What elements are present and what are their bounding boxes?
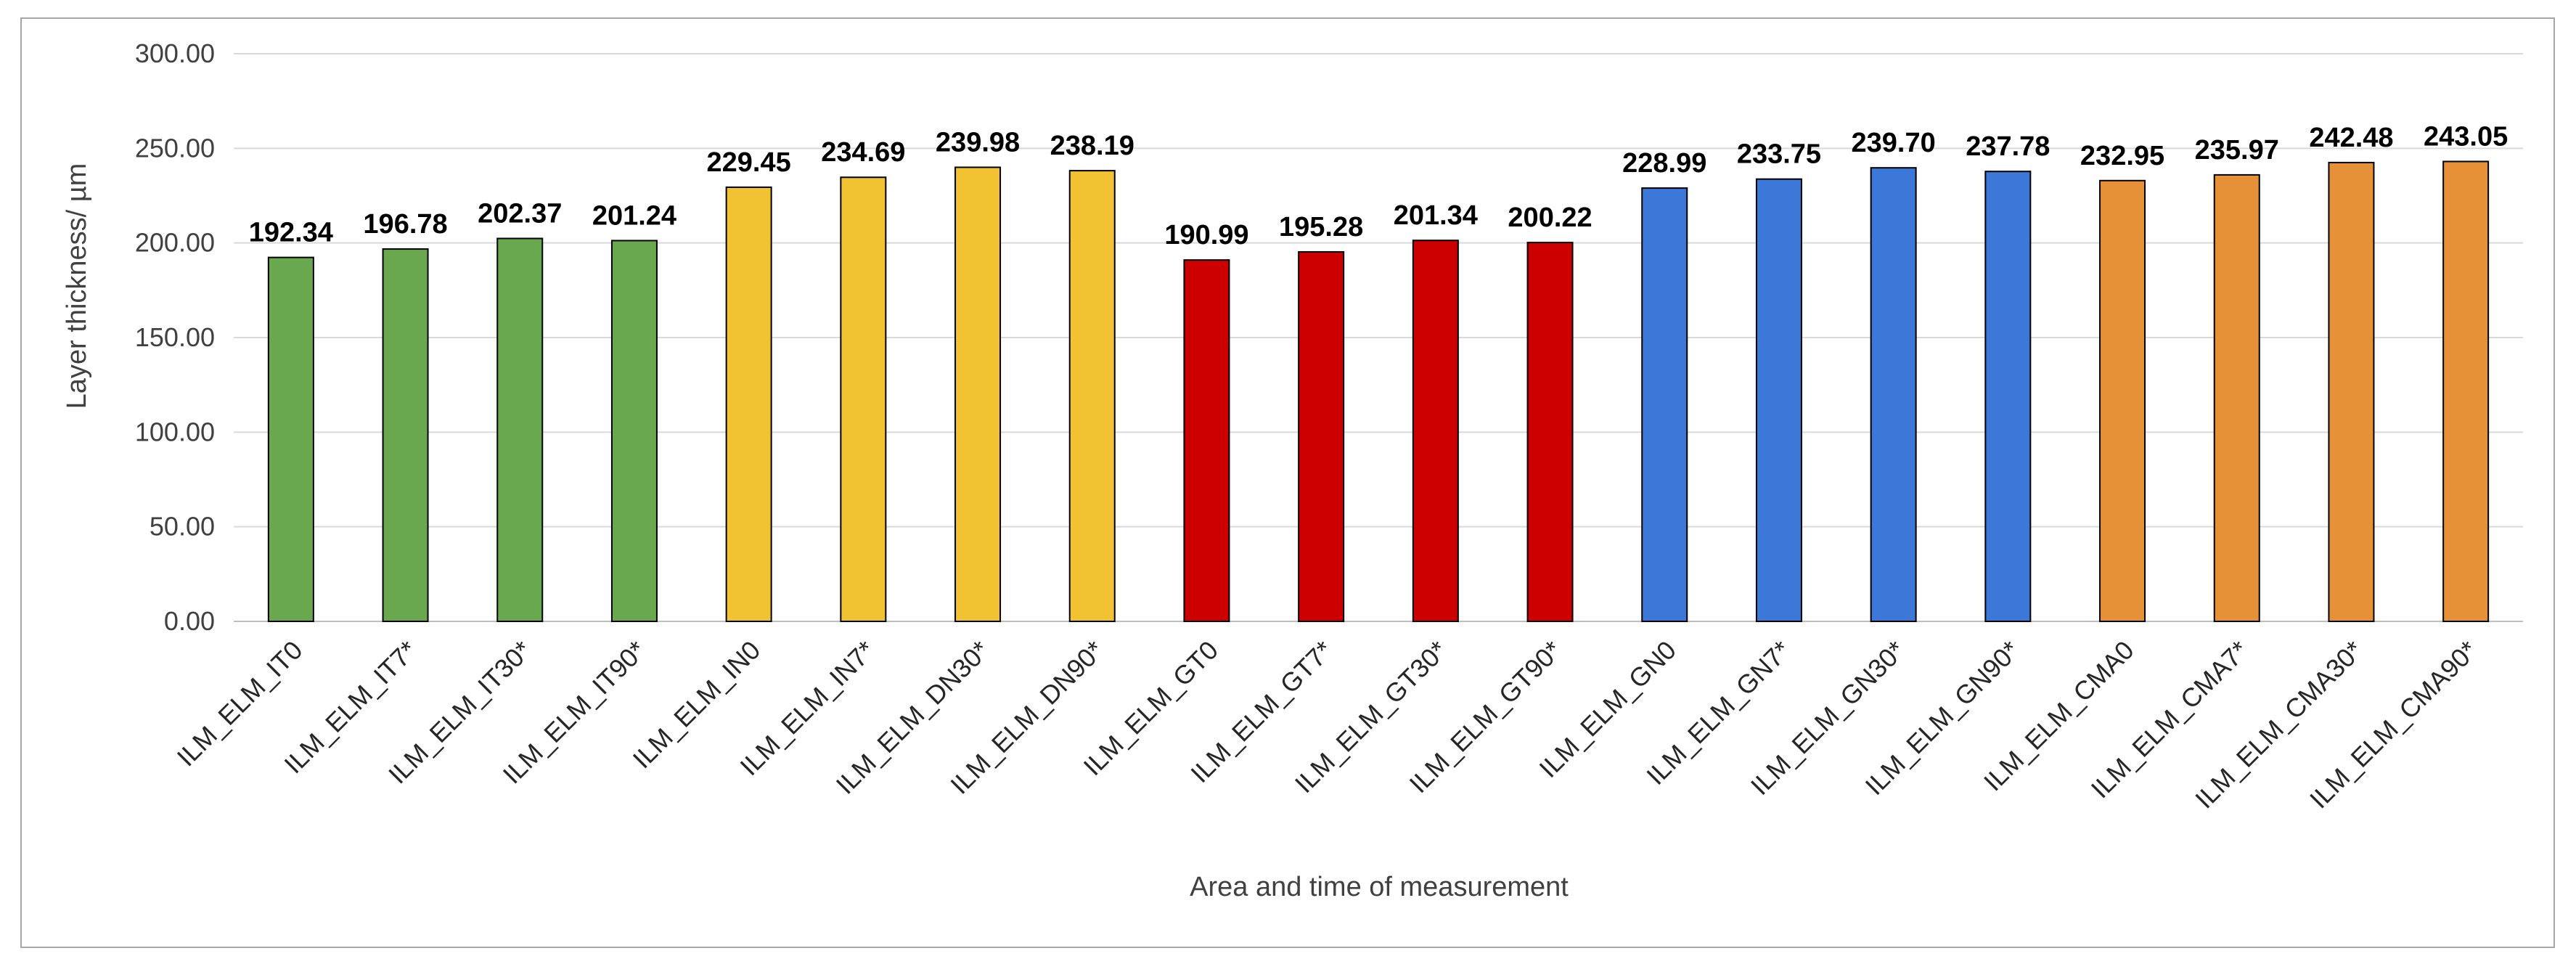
bar	[1068, 170, 1116, 623]
bar	[725, 186, 772, 622]
data-label: 234.69	[821, 137, 905, 168]
y-axis-title: Layer thickness/ µm	[62, 163, 92, 409]
gridlines	[234, 53, 2523, 622]
data-label: 232.95	[2080, 141, 2164, 171]
data-label: 200.22	[1508, 203, 1592, 233]
data-label: 196.78	[363, 209, 447, 240]
data-label: 233.75	[1737, 139, 1821, 170]
bar	[1641, 187, 1688, 622]
data-label: 235.97	[2195, 135, 2279, 166]
bar	[840, 176, 887, 622]
bar	[382, 248, 429, 622]
bar	[1183, 259, 1230, 622]
data-label: 195.28	[1279, 212, 1363, 242]
data-label: 237.78	[1966, 131, 2050, 162]
y-tick-label: 150.00	[135, 322, 215, 352]
bar	[1412, 240, 1459, 623]
data-label: 239.98	[936, 127, 1020, 158]
data-labels: 192.34 196.78 202.37 201.24 229.45 234.69 239.…	[249, 121, 2508, 250]
x-axis-title: Area and time of measurement	[1190, 872, 1569, 902]
data-label: 243.05	[2424, 121, 2508, 152]
y-tick-label: 50.00	[150, 512, 215, 542]
bar	[1870, 167, 1917, 622]
x-axis-ticks: ILM_ELM_IT0ILM_ELM_IT7*ILM_ELM_IT30*ILM_…	[171, 635, 2483, 814]
bar	[1984, 171, 2032, 622]
bar	[954, 166, 1002, 622]
data-label: 202.37	[478, 198, 562, 229]
y-tick-label: 100.00	[135, 417, 215, 446]
bar	[1298, 250, 1345, 622]
y-tick-label: 200.00	[135, 228, 215, 258]
data-label: 229.45	[707, 147, 791, 178]
y-tick-label: 0.00	[164, 606, 215, 636]
y-axis-ticks: 0.00 50.00 100.00 150.00 200.00 250.00 300.00	[135, 38, 215, 636]
bar	[2442, 160, 2490, 623]
bar	[267, 256, 314, 622]
y-tick-label: 250.00	[135, 133, 215, 163]
bar	[496, 237, 544, 622]
data-label: 192.34	[249, 218, 333, 248]
bar	[2328, 161, 2375, 622]
bar-chart: 0.0050.00100.00150.00200.00250.00300.00 …	[62, 38, 2523, 902]
data-label: 228.99	[1622, 148, 1706, 179]
y-tick-label: 300.00	[135, 38, 215, 68]
bar	[1526, 242, 1574, 622]
data-label: 201.34	[1394, 200, 1478, 231]
data-label: 239.70	[1852, 128, 1936, 158]
data-label: 190.99	[1164, 220, 1248, 250]
bar	[610, 240, 658, 622]
bar	[2099, 179, 2146, 623]
data-label: 242.48	[2309, 123, 2393, 153]
bar	[1755, 178, 1802, 623]
data-label: 201.24	[592, 200, 676, 231]
chart-frame: 0.00 50.00 100.00 150.00 200.00 250.00 300.00 …	[20, 17, 2555, 948]
bar	[2213, 173, 2260, 623]
bars	[267, 160, 2490, 623]
data-label: 238.19	[1050, 131, 1134, 161]
